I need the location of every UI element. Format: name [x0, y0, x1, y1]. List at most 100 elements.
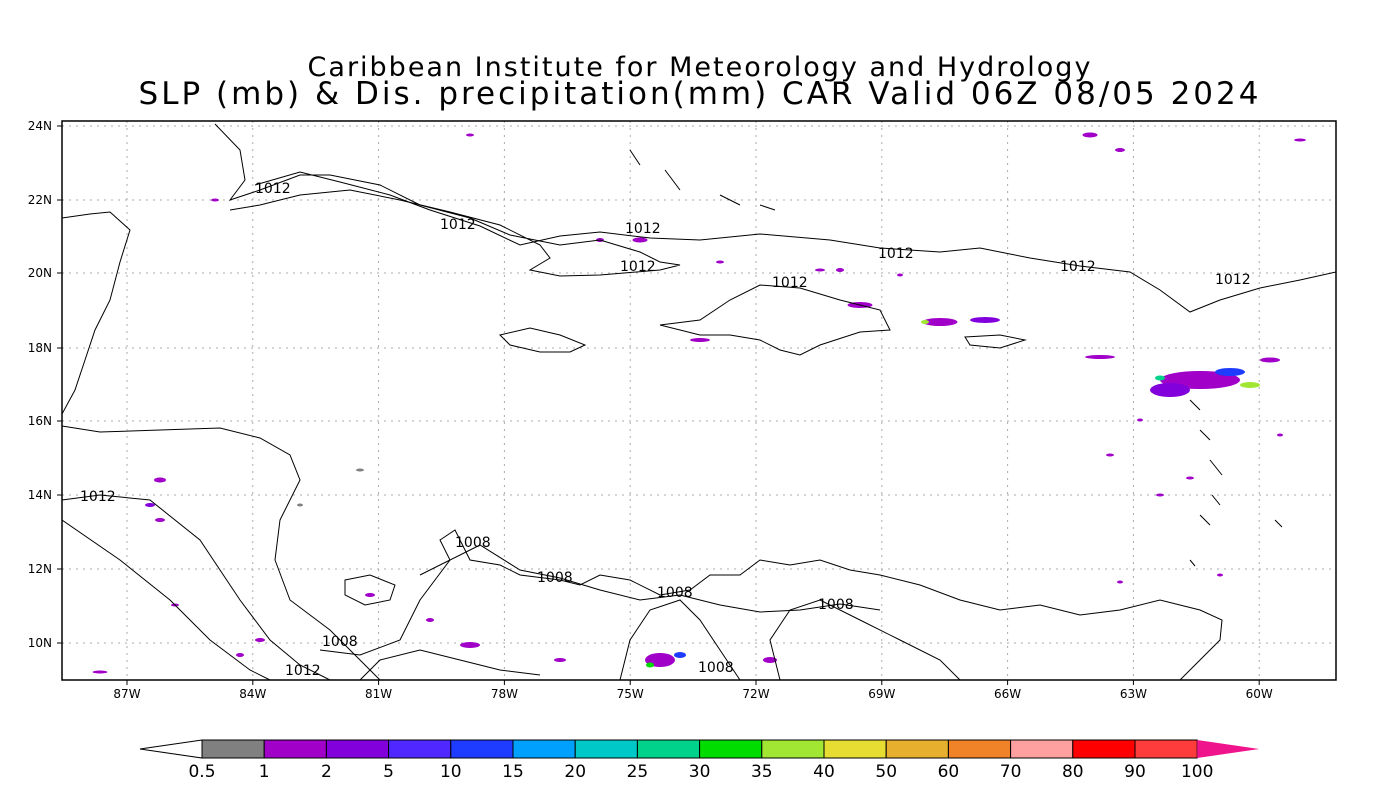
precip-blob — [466, 133, 474, 137]
lat-label: 16N — [28, 414, 52, 428]
colorbar-swatch — [574, 739, 638, 759]
coast-south-america — [419, 529, 1223, 680]
lon-label: 75W — [617, 687, 644, 701]
precip-blob — [1260, 357, 1280, 363]
colorbar-label: 5 — [383, 762, 394, 782]
colorbar-label: 40 — [813, 762, 835, 782]
lon-label: 66W — [994, 687, 1021, 701]
precip-blob — [646, 662, 654, 668]
precip-blob — [1115, 148, 1125, 152]
precipitation-areas — [92, 132, 1306, 674]
coast-yucatan — [62, 211, 131, 415]
precip-blob — [1150, 383, 1190, 397]
isobar-label: 1012 — [1060, 259, 1096, 275]
colorbar-swatch — [512, 739, 576, 759]
isobar-label: 1012 — [878, 246, 914, 262]
colorbar-swatch — [823, 739, 887, 759]
precip-blob — [1082, 132, 1098, 138]
colorbar-swatch — [1134, 739, 1198, 759]
gridlines — [62, 121, 1336, 680]
coast-hispaniola — [659, 284, 891, 356]
colorbar-label: 30 — [689, 762, 711, 782]
colorbar-label: 90 — [1124, 762, 1146, 782]
precip-blob — [365, 593, 375, 597]
isobar-label: 1012 — [625, 221, 661, 237]
colorbar-label: 2 — [321, 762, 332, 782]
isobar-label: 1012 — [80, 489, 116, 505]
precip-blob — [674, 652, 686, 658]
lon-label: 72W — [742, 687, 769, 701]
map-frame — [61, 120, 1337, 681]
isobar-label: 1012 — [440, 217, 476, 233]
coast-bahamas — [629, 149, 776, 211]
lon-label: 84W — [239, 687, 266, 701]
colorbar-swatch — [1072, 739, 1136, 759]
colorbar-label: 100 — [1181, 762, 1213, 782]
coast-san-andres — [344, 574, 396, 606]
isobar-label: 1008 — [322, 634, 358, 650]
isobar-label: 1012 — [285, 663, 321, 679]
precip-blob — [716, 260, 724, 264]
precip-blob — [1277, 433, 1283, 437]
precip-blob — [921, 320, 929, 324]
precip-blob — [632, 237, 648, 243]
precip-blob — [1215, 368, 1245, 376]
isobars — [62, 171, 1336, 680]
isobar-1012-south — [62, 494, 331, 680]
colorbar-label: 15 — [502, 762, 524, 782]
lat-label: 12N — [28, 562, 52, 576]
colorbar-label: 1 — [259, 762, 270, 782]
precip-blob — [815, 268, 825, 272]
coast-central-america — [62, 425, 381, 680]
precip-blob — [1106, 453, 1114, 457]
coast-jamaica — [499, 327, 587, 353]
coast-panama — [359, 649, 541, 680]
colorbar-label: 20 — [564, 762, 586, 782]
precip-blob — [1156, 493, 1164, 497]
colorbar-swatch — [450, 739, 514, 759]
lon-label: 81W — [365, 687, 392, 701]
precip-blob — [460, 642, 480, 648]
coast-cuba — [214, 123, 681, 277]
precip-blob — [92, 670, 108, 674]
precip-blob — [1117, 580, 1123, 584]
coast-central-america-pacific — [62, 519, 271, 680]
lat-label: 20N — [28, 266, 52, 280]
lat-label: 24N — [28, 119, 52, 133]
lat-label: 10N — [28, 636, 52, 650]
precip-blob — [763, 657, 777, 663]
lat-label: 22N — [28, 193, 52, 207]
colorbar-label: 80 — [1062, 762, 1084, 782]
colorbar-swatch — [325, 739, 390, 759]
precip-blob — [236, 653, 244, 657]
lon-label: 63W — [1120, 687, 1147, 701]
colorbar-over-arrow — [1197, 740, 1260, 758]
colorbar-label: 70 — [1000, 762, 1022, 782]
colorbar-swatch — [761, 739, 825, 759]
precip-blob — [1217, 573, 1223, 577]
precip-blob — [145, 503, 155, 507]
precip-blob — [426, 618, 434, 622]
colorbar-label: 10 — [440, 762, 462, 782]
lat-label: 18N — [28, 341, 52, 355]
isobar-label: 1012 — [255, 181, 291, 197]
colorbar-swatch — [947, 739, 1012, 759]
isobar-label: 1008 — [698, 660, 734, 676]
colorbar-swatch — [201, 739, 265, 759]
lat-label: 14N — [28, 488, 52, 502]
isobar-label: 1012 — [772, 275, 808, 291]
precip-blob — [1085, 355, 1115, 359]
isobar-1012-north — [254, 171, 1336, 313]
coast-lesser-antilles — [1189, 399, 1283, 567]
colorbar-label: 25 — [627, 762, 649, 782]
precip-blob — [211, 198, 219, 202]
isobar-label: 1008 — [537, 570, 573, 586]
colorbar-swatch — [885, 739, 949, 759]
coast-venezuela-inner — [619, 599, 961, 680]
lon-label: 78W — [491, 687, 518, 701]
colorbar-swatch — [388, 739, 452, 759]
colorbar-label: 50 — [875, 762, 897, 782]
chart-subtitle: SLP (mb) & Dis. precipitation(mm) CAR Va… — [138, 76, 1262, 112]
colorbar-label: 35 — [751, 762, 773, 782]
